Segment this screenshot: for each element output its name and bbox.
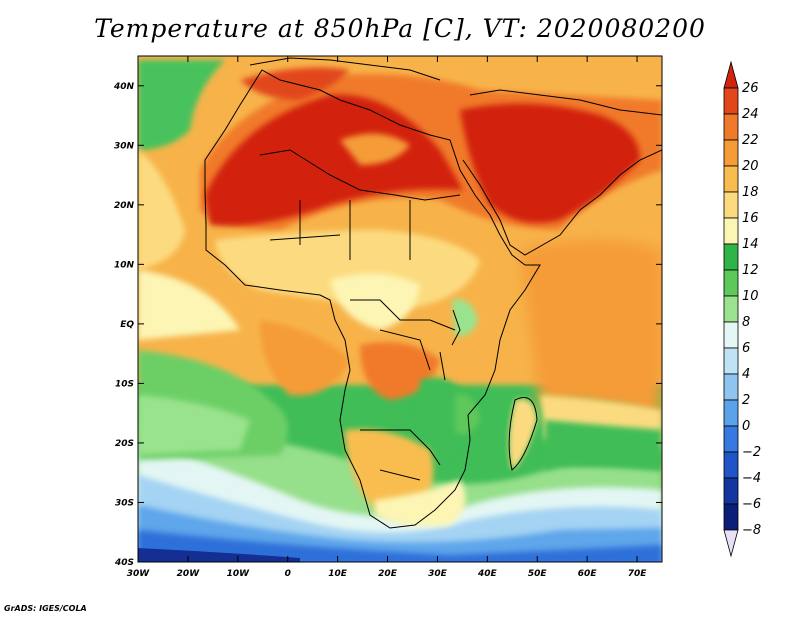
colorbar-label: 14 [742, 237, 759, 252]
lat-tick-label: 30S [115, 498, 134, 508]
lon-tick-label: 10W [227, 569, 251, 579]
colorbar-swatch [723, 60, 739, 89]
colorbar-swatch [723, 529, 739, 558]
lon-tick-label: 50E [528, 569, 548, 579]
colorbar-swatch [723, 425, 739, 453]
colorbar-swatch [723, 451, 739, 479]
lon-tick-label: 30W [127, 569, 151, 579]
lat-tick-label: 20N [114, 201, 135, 211]
colorbar-label: 22 [742, 133, 759, 148]
lat-tick-label: 20S [115, 439, 134, 449]
colorbar-swatch [723, 217, 739, 245]
lat-tick-label: EQ [120, 320, 134, 330]
colorbar-swatch [723, 139, 739, 167]
lat-tick-label: 40S [114, 558, 134, 568]
colorbar-swatch [723, 295, 739, 323]
colorbar-label: 12 [742, 263, 759, 278]
colorbar-swatch [723, 87, 739, 115]
lon-tick-label: 60E [578, 569, 598, 579]
lon-tick-label: 30E [428, 569, 448, 579]
lon-tick-label: 0 [285, 569, 291, 579]
lon-tick-label: 40E [477, 569, 498, 579]
lon-tick-label: 20W [177, 569, 201, 579]
colorbar-swatch [723, 113, 739, 141]
colorbar-swatch [723, 165, 739, 193]
longitude-axis: 30W 20W 10W 0 10E 20E 30E 40E 50E 60E 70E [127, 56, 647, 579]
colorbar-label: 8 [742, 315, 750, 330]
coastlines [204, 57, 662, 529]
map-frame [137, 55, 663, 563]
colorbar-swatch [723, 477, 739, 505]
colorbar-swatch [723, 321, 739, 349]
colorbar-swatch [723, 191, 739, 219]
credit-text: GrADS: IGES/COLA [4, 604, 87, 613]
colorbar-label: 16 [742, 211, 759, 226]
colorbar-label: 6 [742, 341, 750, 356]
colorbar-swatch [723, 399, 739, 427]
colorbar-label: −4 [742, 471, 761, 486]
colorbar-label: 10 [742, 289, 759, 304]
colorbar-label: 2 [742, 393, 750, 408]
colorbar-label: −8 [742, 523, 761, 538]
lat-tick-label: 10N [114, 260, 135, 270]
latitude-axis: 40N 30N 20N 10N EQ 10S 20S 30S 40S [113, 82, 662, 568]
lon-tick-label: 20E [378, 569, 398, 579]
colorbar-swatch [723, 503, 739, 531]
temperature-field [138, 56, 662, 562]
colorbar-label: 26 [742, 81, 759, 96]
colorbar-label: 18 [742, 185, 759, 200]
colorbar-label: 24 [742, 107, 759, 122]
colorbar-label: 0 [742, 419, 750, 434]
colorbar-label: −2 [742, 445, 761, 460]
colorbar-label: −6 [742, 497, 761, 512]
lon-tick-label: 10E [328, 569, 348, 579]
colorbar-label: 20 [742, 159, 759, 174]
lat-tick-label: 40N [113, 82, 135, 92]
lat-tick-label: 30N [114, 141, 135, 151]
colorbar-label: 4 [742, 367, 750, 382]
colorbar-swatch [723, 347, 739, 375]
lat-tick-label: 10S [115, 379, 134, 389]
lon-tick-label: 70E [628, 569, 648, 579]
colorbar-swatch [723, 243, 739, 271]
colorbar-swatch [723, 269, 739, 297]
map-title: Temperature at 850hPa [C], VT: 202008020… [94, 14, 706, 43]
colorbar-swatch [723, 373, 739, 401]
